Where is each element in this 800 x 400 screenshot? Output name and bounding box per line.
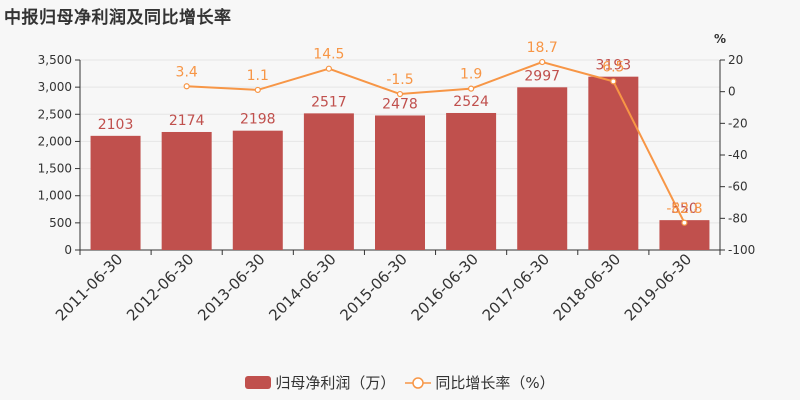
chart-legend: 归母净利润（万） 同比增长率（%） [0,372,800,393]
y-left-tick-label: 3,500 [38,53,72,67]
bar-value-label: 2478 [382,96,418,112]
growth-rate-label: 6.5 [602,59,624,75]
legend-bar-swatch [245,376,272,389]
bar-value-label: 2198 [240,112,276,128]
growth-rate-point [539,58,546,66]
y-right-tick-label: -100 [728,243,755,257]
legend-label-growth-rate: 同比增长率（%） [435,374,555,392]
x-tick-label: 2017-06-30 [479,250,553,324]
legend-label-net-profit: 归母净利润（万） [275,374,396,392]
y-right-tick-label: -40 [728,148,748,162]
growth-rate-label: 3.4 [176,64,198,80]
x-tick-label: 2019-06-30 [621,250,695,324]
x-tick-label: 2012-06-30 [123,250,197,324]
bar-value-label: 2174 [169,113,205,129]
bar [303,113,354,250]
y-right-tick-label: 0 [728,85,736,99]
y-left-tick-label: 1,500 [38,162,72,176]
y-right-tick-label: 20 [728,53,743,67]
growth-rate-point [610,78,617,85]
growth-rate-label: 1.1 [247,68,269,84]
y-right-tick-label: -60 [728,180,748,194]
bar-value-label: 2997 [524,68,560,84]
bar [232,130,283,250]
growth-rate-label: -82.8 [666,201,702,217]
growth-rate-label: 18.7 [527,40,558,56]
bar [517,87,568,250]
bar-value-label: 2517 [311,94,347,110]
bar-value-label: 550 [671,201,698,217]
growth-rate-point [325,65,332,72]
legend-line-swatch [405,376,432,389]
bar [446,112,497,251]
x-tick-label: 2014-06-30 [265,250,339,324]
bar [588,76,639,250]
x-tick-label: 2018-06-30 [550,250,624,324]
y-right-tick-label: -80 [728,211,748,225]
growth-rate-line [186,61,686,224]
y-left-tick-label: 2,500 [38,107,72,121]
growth-rate-point [396,90,404,98]
x-tick-label: 2013-06-30 [194,250,268,324]
bar-value-label: 3193 [596,58,632,74]
y-left-tick-label: 2,000 [38,134,72,148]
x-tick-label: 2016-06-30 [408,250,482,324]
growth-rate-label: 1.9 [460,67,482,83]
growth-rate-point [468,85,475,92]
growth-rate-label: 14.5 [313,47,344,63]
bar [161,131,212,250]
growth-rate-label: -1.5 [386,72,413,88]
y-left-tick-label: 500 [49,216,72,230]
y-left-tick-label: 0 [64,243,72,257]
growth-rate-point [183,83,190,90]
y-left-tick-label: 1,000 [38,189,72,203]
y-left-tick-label: 3,000 [38,80,72,94]
combo-chart: 0 500 1,000 1,500 2,000 2,500 3,000 3,500 -100 -8… [38,32,756,324]
legend-line-marker [412,376,425,389]
y-right-unit-label: % [714,32,726,46]
legend-item-net-profit[interactable]: 归母净利润（万） [245,372,395,393]
chart-title: 中报归母净利润及同比增长率 [4,8,232,28]
y-right-tick-label: -20 [728,116,748,130]
x-tick-label: 2015-06-30 [336,250,410,324]
x-tick-label: 2011-06-30 [52,250,126,324]
growth-rate-point [254,86,261,94]
bar [375,115,425,250]
growth-rate-point [681,219,688,226]
bar-value-label: 2103 [98,117,134,133]
bar-value-label: 2524 [453,94,489,110]
legend-item-growth-rate[interactable]: 同比增长率（%） [405,372,555,393]
bar [90,135,141,250]
